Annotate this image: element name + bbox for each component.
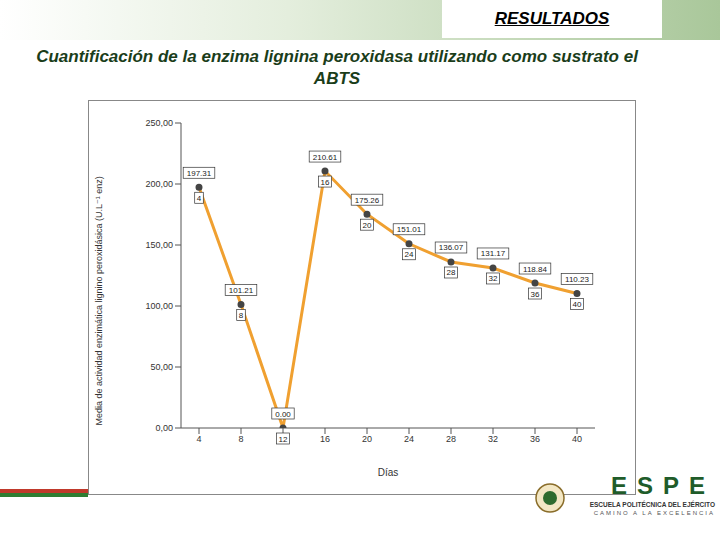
svg-text:40: 40 bbox=[572, 434, 582, 444]
svg-text:24: 24 bbox=[404, 434, 414, 444]
svg-text:110.23: 110.23 bbox=[565, 275, 589, 284]
svg-text:50,00: 50,00 bbox=[150, 362, 173, 372]
svg-text:20: 20 bbox=[363, 221, 372, 230]
svg-text:8: 8 bbox=[239, 311, 244, 320]
svg-text:36: 36 bbox=[530, 434, 540, 444]
svg-text:210.61: 210.61 bbox=[313, 153, 338, 162]
svg-text:36: 36 bbox=[531, 290, 540, 299]
svg-text:20: 20 bbox=[362, 434, 372, 444]
svg-text:16: 16 bbox=[321, 178, 330, 187]
svg-text:16: 16 bbox=[320, 434, 330, 444]
svg-text:28: 28 bbox=[447, 268, 456, 277]
svg-text:32: 32 bbox=[489, 274, 498, 283]
svg-text:118.84: 118.84 bbox=[523, 265, 547, 274]
svg-text:Media de actividad enzimática: Media de actividad enzimática lignino pe… bbox=[94, 176, 104, 425]
svg-text:28: 28 bbox=[446, 434, 456, 444]
svg-text:250,00: 250,00 bbox=[145, 118, 173, 128]
svg-text:100,00: 100,00 bbox=[145, 301, 173, 311]
svg-text:151.01: 151.01 bbox=[397, 225, 422, 234]
svg-text:131.17: 131.17 bbox=[481, 249, 506, 258]
svg-text:136.07: 136.07 bbox=[439, 243, 464, 252]
svg-text:8: 8 bbox=[238, 434, 243, 444]
svg-text:150,00: 150,00 bbox=[145, 240, 173, 250]
svg-text:Días: Días bbox=[378, 467, 399, 478]
svg-text:4: 4 bbox=[197, 194, 202, 203]
svg-text:12: 12 bbox=[279, 435, 288, 444]
svg-text:32: 32 bbox=[488, 434, 498, 444]
svg-text:0,00: 0,00 bbox=[155, 423, 173, 433]
svg-text:175.26: 175.26 bbox=[355, 196, 380, 205]
svg-text:197.31: 197.31 bbox=[187, 169, 212, 178]
html-text:ESPE: ESPE bbox=[611, 472, 715, 499]
svg-text:0.00: 0.00 bbox=[275, 410, 291, 419]
html-text:Cuantificación de la enzima li: Cuantificación de la enzima lignina pero… bbox=[36, 47, 638, 88]
svg-text:24: 24 bbox=[405, 250, 414, 259]
html-text:ESCUELA POLITÉCNICA DEL EJÉRCI: ESCUELA POLITÉCNICA DEL EJÉRCITO bbox=[589, 501, 715, 508]
svg-text:12: 12 bbox=[278, 434, 288, 444]
html-text:CAMINO A LA EXCELENCIA: CAMINO A LA EXCELENCIA bbox=[593, 510, 715, 516]
svg-text:4: 4 bbox=[196, 434, 201, 444]
svg-text:200,00: 200,00 bbox=[145, 179, 173, 189]
svg-text:40: 40 bbox=[573, 300, 582, 309]
html-text:RESULTADOS: RESULTADOS bbox=[494, 9, 610, 28]
svg-text:101.21: 101.21 bbox=[229, 286, 254, 295]
